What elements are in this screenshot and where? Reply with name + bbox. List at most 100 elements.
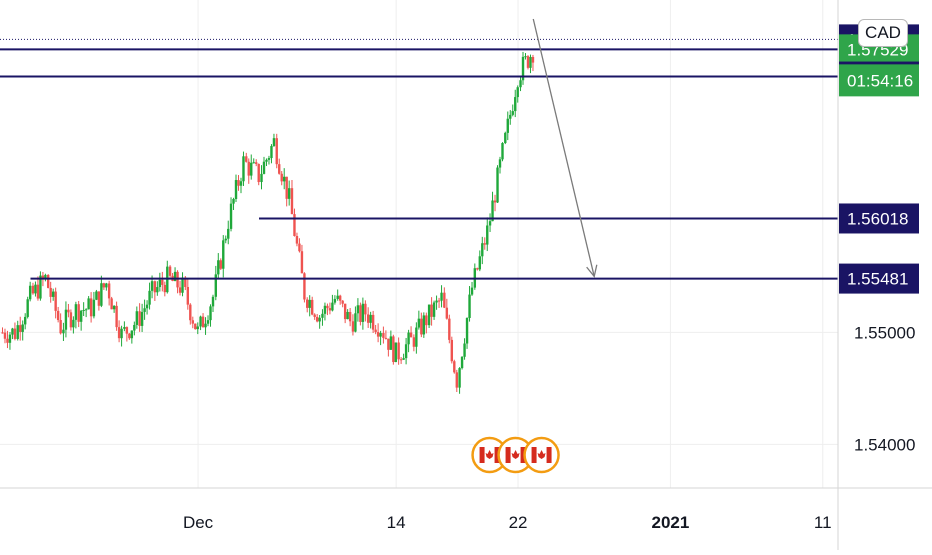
candle-body (323, 305, 327, 314)
candle-body (476, 268, 479, 270)
candle-body (328, 308, 332, 311)
candle-body (16, 325, 19, 339)
candle-body (199, 316, 202, 327)
candle-body (247, 161, 250, 176)
candle-body (112, 305, 116, 310)
candle-body (366, 314, 370, 323)
candle-body (181, 277, 184, 293)
candle-body (74, 304, 78, 320)
arrow-head[interactable] (586, 264, 598, 278)
candle-body (445, 307, 449, 319)
candle-body (69, 312, 73, 328)
candle-body (250, 162, 253, 176)
candle-body (41, 275, 45, 280)
candle-body (133, 324, 136, 331)
candle-body (389, 336, 393, 350)
candle-body (346, 311, 349, 320)
candle-body (514, 97, 517, 112)
candle-body (310, 299, 314, 315)
candle-body (529, 56, 532, 68)
candle-body (348, 311, 352, 322)
event-marker[interactable] (471, 436, 508, 474)
candle-body (285, 176, 288, 199)
candle-body (176, 271, 179, 288)
candle-body (270, 146, 273, 159)
candle-body (504, 132, 507, 144)
candle-body (318, 317, 321, 322)
y-tick-label: 1.54000 (854, 435, 915, 454)
candle-body (89, 298, 93, 317)
candle-body (184, 277, 187, 287)
candle-body (283, 176, 286, 182)
candle-body (34, 284, 37, 294)
event-marker[interactable] (497, 436, 534, 474)
candle-body (280, 173, 283, 182)
level-price-label-bg (839, 203, 919, 234)
candle-body (526, 56, 530, 68)
candle-body (488, 221, 492, 226)
candle-body (59, 320, 62, 334)
candle-body (392, 336, 395, 363)
candle-body (125, 327, 129, 334)
candle-body (54, 291, 57, 311)
countdown-label-text: 01:54:16 (847, 71, 913, 90)
candle-body (506, 118, 509, 133)
candle-body (450, 339, 454, 362)
candle-body (417, 318, 421, 328)
candle-body (409, 332, 413, 338)
candle-body (158, 279, 162, 288)
candle-body (511, 111, 514, 115)
candle-body (191, 320, 194, 324)
candle-body (470, 287, 474, 295)
arrow-shaft[interactable] (532, 18, 595, 277)
x-tick-label: Dec (183, 513, 214, 532)
candle-body (397, 342, 400, 360)
candle-body (222, 240, 225, 269)
candle-body (173, 271, 177, 281)
candle-body (501, 143, 504, 160)
candle-body (394, 342, 398, 363)
candle-body (265, 159, 268, 162)
candle-body (163, 284, 167, 293)
candle-body (232, 198, 235, 204)
candle-body (448, 318, 451, 340)
candle-body (371, 314, 375, 330)
candle-body (107, 283, 111, 299)
candle-body (11, 328, 14, 335)
level-price-label-bg (839, 263, 919, 294)
candle-body (39, 275, 42, 299)
event-marker[interactable] (523, 436, 560, 474)
candle-body (92, 299, 96, 317)
candle-body (326, 305, 329, 309)
candle-body (295, 235, 299, 244)
x-tick-label: 14 (387, 513, 406, 532)
candle-body (128, 333, 131, 339)
candle-body (168, 266, 172, 276)
candle-body (105, 283, 108, 288)
candle-body (384, 337, 388, 339)
candle-body (422, 315, 426, 335)
candle-body (28, 285, 32, 300)
candle-body (336, 295, 339, 299)
candle-body (308, 299, 311, 308)
price-labels: 1.576181.575291.572861.560181.5548101:54… (839, 24, 919, 294)
candle-body (130, 330, 134, 339)
currency-badge[interactable]: CAD (858, 19, 908, 47)
candle-body (64, 309, 68, 330)
candle-body (87, 298, 90, 310)
candle-body (290, 188, 294, 215)
candle-body (465, 317, 469, 344)
candle-body (524, 56, 527, 58)
candle-body (148, 290, 151, 305)
forecast-arrow[interactable] (532, 18, 598, 278)
candle-body (242, 156, 245, 182)
candle-body (150, 281, 154, 291)
event-markers[interactable] (471, 436, 560, 474)
candle-body (211, 296, 215, 307)
candle-body (443, 292, 446, 308)
candle-body (161, 279, 164, 285)
candle-body (115, 305, 118, 328)
candle-body (455, 372, 458, 388)
